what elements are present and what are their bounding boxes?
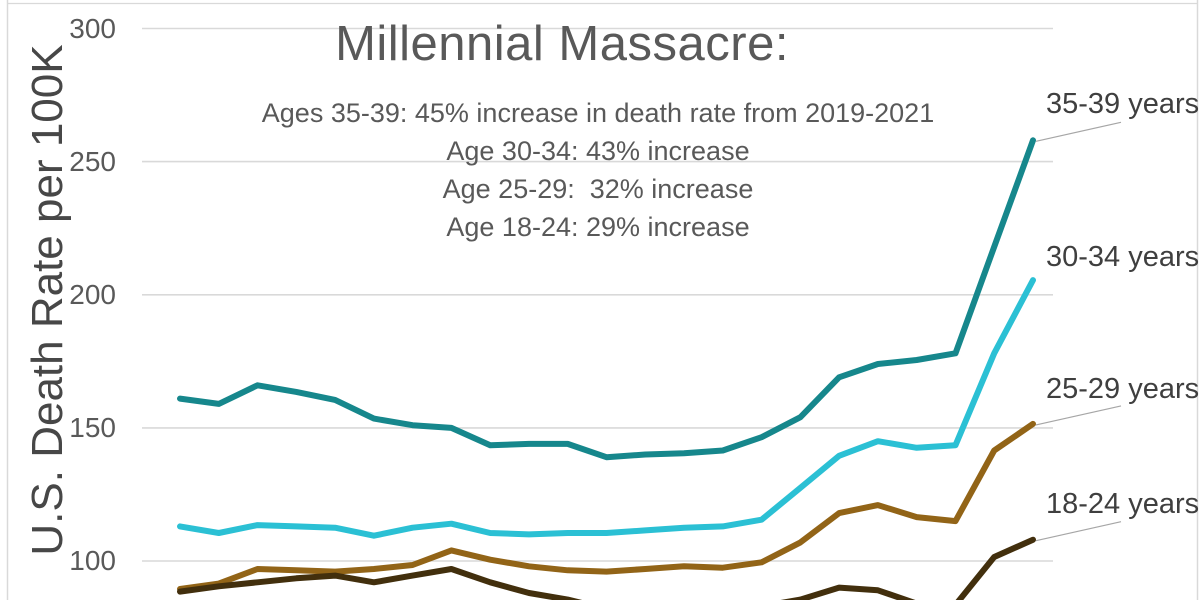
y-tick-label-200: 200	[69, 279, 116, 310]
y-tick-label-150: 150	[69, 412, 116, 443]
subtitle-line-18-24: Age 18-24: 29% increase	[446, 212, 750, 242]
series-label-30-34-years: 30-34 years	[1046, 241, 1200, 273]
label-leader-line-35-39-years	[1035, 121, 1122, 142]
label-leader-line-25-29-years	[1035, 405, 1122, 426]
subtitle-line-25-29: Age 25-29: 32% increase	[442, 174, 754, 204]
series-label-25-29-years: 25-29 years	[1046, 373, 1200, 405]
series-line-30-34-years	[177, 277, 1036, 539]
chart-subtitle-block: Ages 35-39: 45% increase in death rate f…	[0, 94, 1196, 246]
series-line-25-29-years	[177, 420, 1036, 592]
y-tick-label-100: 100	[69, 545, 116, 576]
series-line-18-24-years	[177, 536, 1036, 600]
series-line-35-39-years	[177, 137, 1036, 461]
chart-title: Millennial Massacre:	[335, 17, 789, 71]
series-label-18-24-years: 18-24 years	[1046, 488, 1200, 520]
label-leader-line-18-24-years	[1035, 521, 1122, 542]
subtitle-line-30-34: Age 30-34: 43% increase	[446, 136, 750, 166]
y-tick-label-250: 250	[69, 146, 116, 177]
series-label-35-39-years: 35-39 years	[1046, 88, 1200, 120]
subtitle-line-35-39: Ages 35-39: 45% increase in death rate f…	[261, 98, 935, 128]
y-tick-label-300: 300	[69, 13, 116, 44]
